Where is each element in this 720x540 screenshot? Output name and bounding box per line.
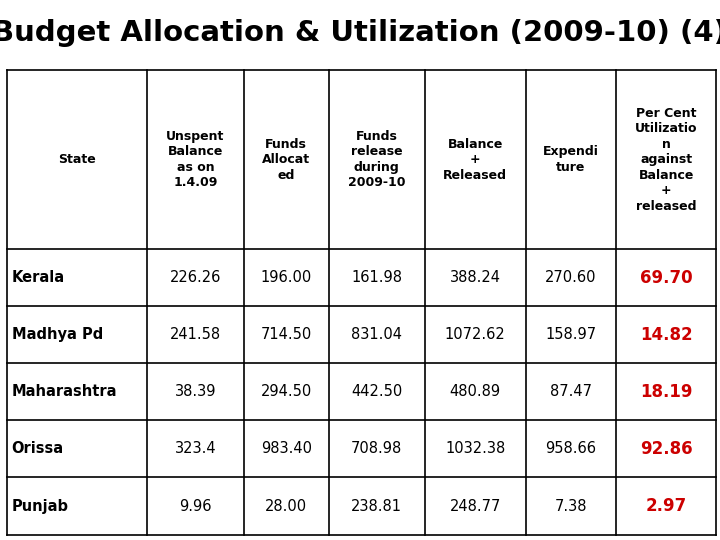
Text: 1032.38: 1032.38 [445,441,505,456]
Text: 708.98: 708.98 [351,441,402,456]
Text: 9.96: 9.96 [179,498,212,514]
Text: Expendi
ture: Expendi ture [543,145,599,174]
Text: 92.86: 92.86 [640,440,693,458]
Text: 38.39: 38.39 [175,384,216,399]
Text: 14.82: 14.82 [640,326,693,343]
Text: State: State [58,153,96,166]
Text: 69.70: 69.70 [640,268,693,287]
Text: Punjab: Punjab [12,498,68,514]
Text: Budget Allocation & Utilization (2009-10) (4): Budget Allocation & Utilization (2009-10… [0,19,720,47]
Text: Per Cent
Utilizatio
n
against
Balance
+
released: Per Cent Utilizatio n against Balance + … [635,106,698,213]
Text: 7.38: 7.38 [555,498,588,514]
Text: 480.89: 480.89 [450,384,501,399]
Text: 983.40: 983.40 [261,441,312,456]
Text: 238.81: 238.81 [351,498,402,514]
Text: 28.00: 28.00 [265,498,307,514]
Text: Orissa: Orissa [12,441,63,456]
Text: 294.50: 294.50 [261,384,312,399]
Text: 241.58: 241.58 [170,327,221,342]
Text: 2.97: 2.97 [646,497,687,515]
Text: Funds
release
during
2009-10: Funds release during 2009-10 [348,130,405,190]
Text: Balance
+
Released: Balance + Released [444,138,508,181]
Text: 18.19: 18.19 [640,383,693,401]
Text: 248.77: 248.77 [449,498,501,514]
Text: 158.97: 158.97 [546,327,597,342]
Text: 388.24: 388.24 [450,270,501,285]
Text: Madhya Pd: Madhya Pd [12,327,103,342]
Text: Unspent
Balance
as on
1.4.09: Unspent Balance as on 1.4.09 [166,130,225,190]
Text: 161.98: 161.98 [351,270,402,285]
Text: 270.60: 270.60 [545,270,597,285]
Text: 1072.62: 1072.62 [445,327,505,342]
Text: 958.66: 958.66 [546,441,596,456]
Text: Maharashtra: Maharashtra [12,384,117,399]
Text: 323.4: 323.4 [175,441,216,456]
Text: 831.04: 831.04 [351,327,402,342]
Text: 226.26: 226.26 [170,270,221,285]
Text: Funds
Allocat
ed: Funds Allocat ed [262,138,310,181]
Text: 196.00: 196.00 [261,270,312,285]
Text: 87.47: 87.47 [550,384,592,399]
Text: Kerala: Kerala [12,270,65,285]
Text: 442.50: 442.50 [351,384,402,399]
Text: 714.50: 714.50 [261,327,312,342]
